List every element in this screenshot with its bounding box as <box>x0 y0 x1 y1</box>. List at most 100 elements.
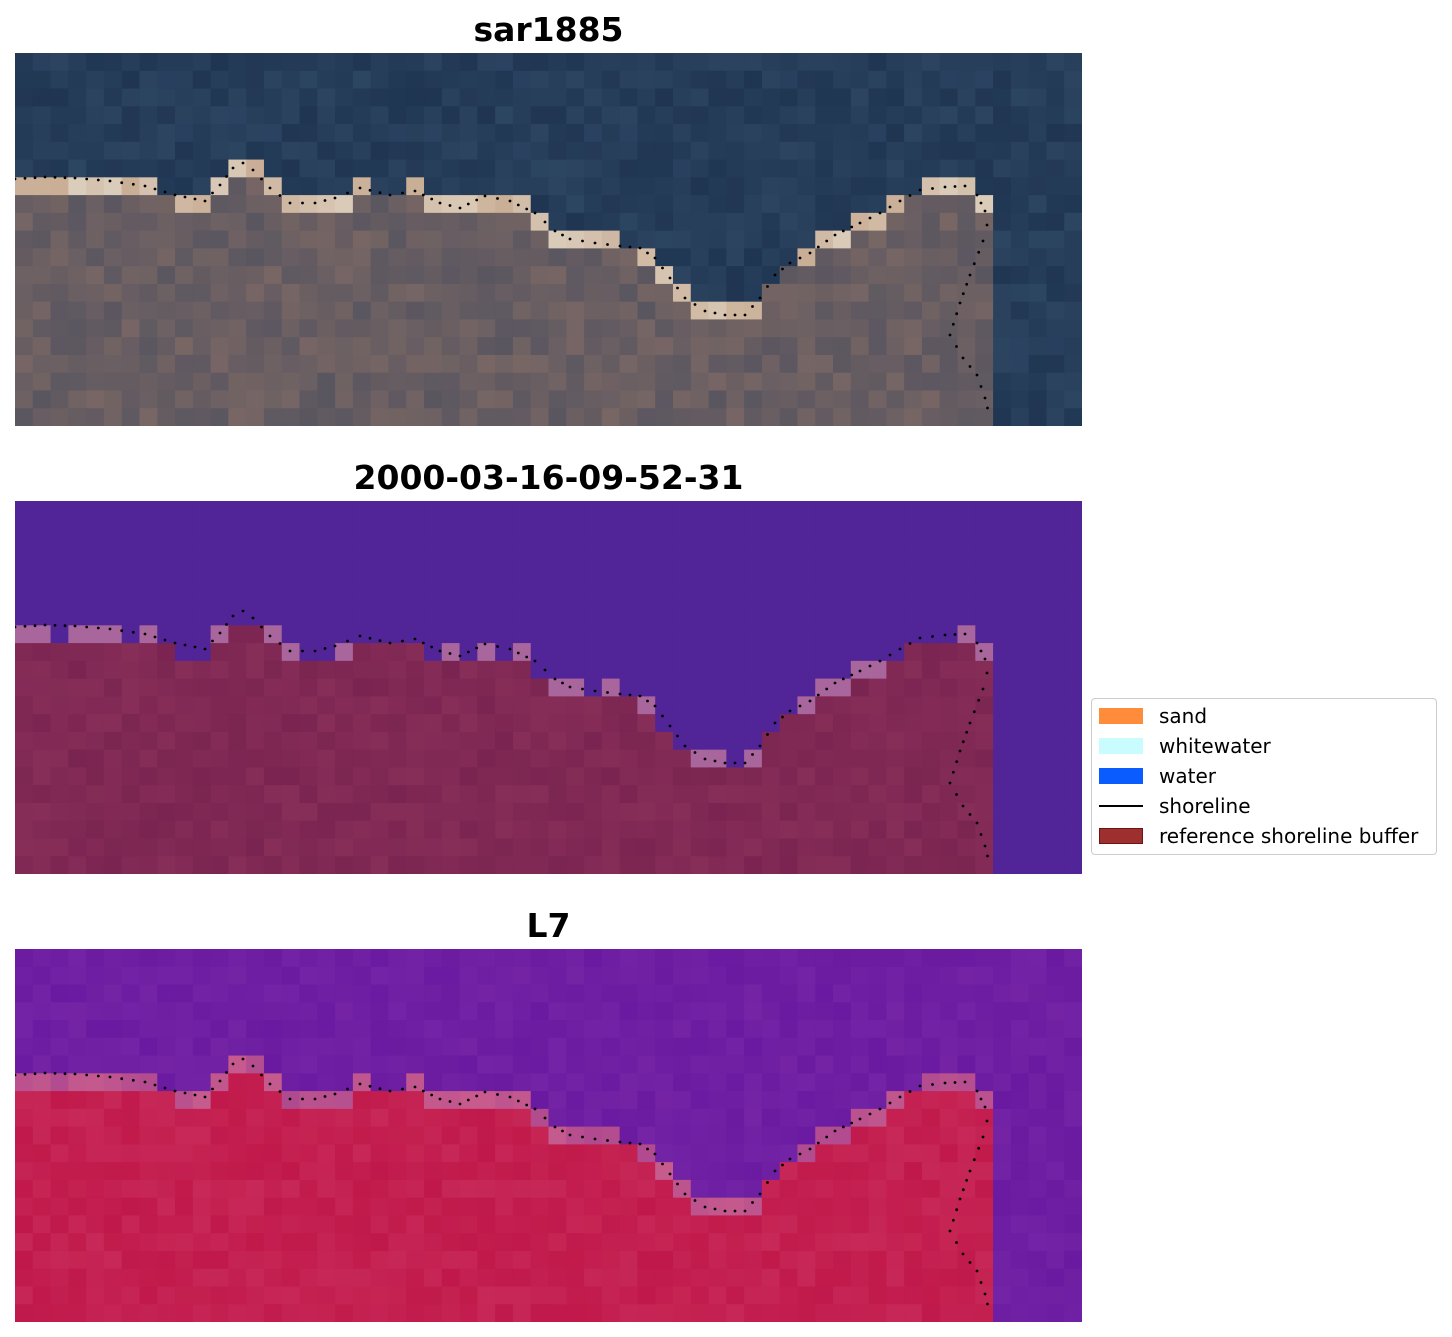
raster-cell <box>317 1304 336 1322</box>
raster-cell <box>921 230 941 249</box>
raster-cell <box>281 501 301 520</box>
raster-cell <box>50 248 69 267</box>
raster-cell <box>601 1002 621 1021</box>
raster-cell <box>868 749 887 769</box>
raster-cell <box>815 1073 834 1092</box>
raster-cell <box>1010 177 1030 196</box>
raster-cell <box>50 212 69 232</box>
raster-cell <box>904 607 923 626</box>
raster-cell <box>993 1250 1012 1270</box>
shoreline-point <box>288 649 292 653</box>
raster-cell <box>388 856 407 874</box>
raster-cell <box>495 390 514 409</box>
raster-cell <box>1064 283 1082 303</box>
raster-cell <box>566 372 585 392</box>
raster-cell <box>921 124 941 143</box>
raster-cell <box>1046 589 1065 609</box>
shoreline-point <box>313 1097 317 1101</box>
raster-cell <box>868 53 887 72</box>
raster-cell <box>548 589 567 609</box>
raster-cell <box>957 212 976 232</box>
raster-cell <box>833 607 852 626</box>
raster-cell <box>495 660 514 680</box>
raster-cell <box>744 1037 763 1057</box>
raster-cell <box>246 372 265 392</box>
raster-cell <box>886 966 905 986</box>
raster-cell <box>672 1286 692 1305</box>
raster-cell <box>904 177 923 196</box>
raster-cell <box>993 731 1012 751</box>
raster-cell <box>175 212 194 232</box>
raster-cell <box>601 589 621 609</box>
raster-cell <box>601 70 621 90</box>
raster-cell <box>833 785 852 804</box>
raster-cell <box>672 749 692 769</box>
raster-cell <box>317 159 336 178</box>
raster-cell <box>1046 1126 1065 1145</box>
raster-cell <box>317 1055 336 1074</box>
raster-cell <box>441 731 461 751</box>
raster-cell <box>975 159 994 178</box>
raster-cell <box>15 767 34 786</box>
raster-cell <box>68 53 87 72</box>
shoreline-point <box>260 177 263 181</box>
raster-cell <box>1010 1144 1030 1163</box>
raster-cell <box>886 660 905 680</box>
raster-cell <box>886 518 905 538</box>
raster-cell <box>15 838 34 857</box>
raster-cell <box>655 1108 674 1128</box>
raster-cell <box>1010 838 1030 857</box>
raster-cell <box>50 1304 69 1322</box>
raster-cell <box>761 785 781 804</box>
raster-cell <box>246 408 265 426</box>
raster-cell <box>32 643 52 662</box>
raster-cell <box>708 301 727 321</box>
raster-cell <box>228 319 247 338</box>
raster-cell <box>530 1037 550 1057</box>
raster-cell <box>779 966 799 986</box>
raster-cell <box>904 802 923 822</box>
raster-cell <box>655 749 674 769</box>
raster-cell <box>601 1091 621 1110</box>
raster-cell <box>477 301 496 321</box>
raster-cell <box>868 984 887 1003</box>
raster-cell <box>192 984 212 1003</box>
raster-cell <box>548 1233 567 1252</box>
raster-cell <box>548 949 567 968</box>
raster-cell <box>1028 949 1048 968</box>
raster-cell <box>566 949 585 968</box>
raster-cell <box>317 572 336 591</box>
raster-cell <box>957 1233 976 1252</box>
shoreline-point <box>972 710 976 714</box>
raster-cell <box>192 536 212 555</box>
raster-cell <box>121 607 141 626</box>
raster-cell <box>993 572 1012 591</box>
raster-cell <box>424 354 443 374</box>
raster-cell <box>210 802 229 822</box>
raster-cell <box>1064 1002 1082 1021</box>
shoreline-point <box>977 1146 981 1150</box>
raster-cell <box>121 572 141 591</box>
raster-cell <box>281 554 301 573</box>
raster-cell <box>584 124 603 143</box>
raster-cell <box>957 714 976 733</box>
raster-cell <box>530 230 550 249</box>
raster-cell <box>939 1108 959 1128</box>
raster-cell <box>601 838 621 857</box>
raster-cell <box>726 589 745 609</box>
shoreline-point <box>618 692 622 696</box>
raster-cell <box>815 1215 834 1234</box>
raster-cell <box>86 1197 105 1217</box>
raster-cell <box>103 643 123 662</box>
raster-cell <box>192 1286 212 1305</box>
raster-cell <box>210 1144 229 1163</box>
raster-cell <box>424 767 443 786</box>
raster-cell <box>1046 177 1065 196</box>
shoreline-point <box>120 1077 124 1081</box>
raster-cell <box>406 1268 425 1288</box>
raster-cell <box>121 802 141 822</box>
raster-cell <box>370 1179 390 1199</box>
raster-cell <box>263 767 283 786</box>
raster-cell <box>975 966 994 986</box>
raster-cell <box>15 802 34 822</box>
